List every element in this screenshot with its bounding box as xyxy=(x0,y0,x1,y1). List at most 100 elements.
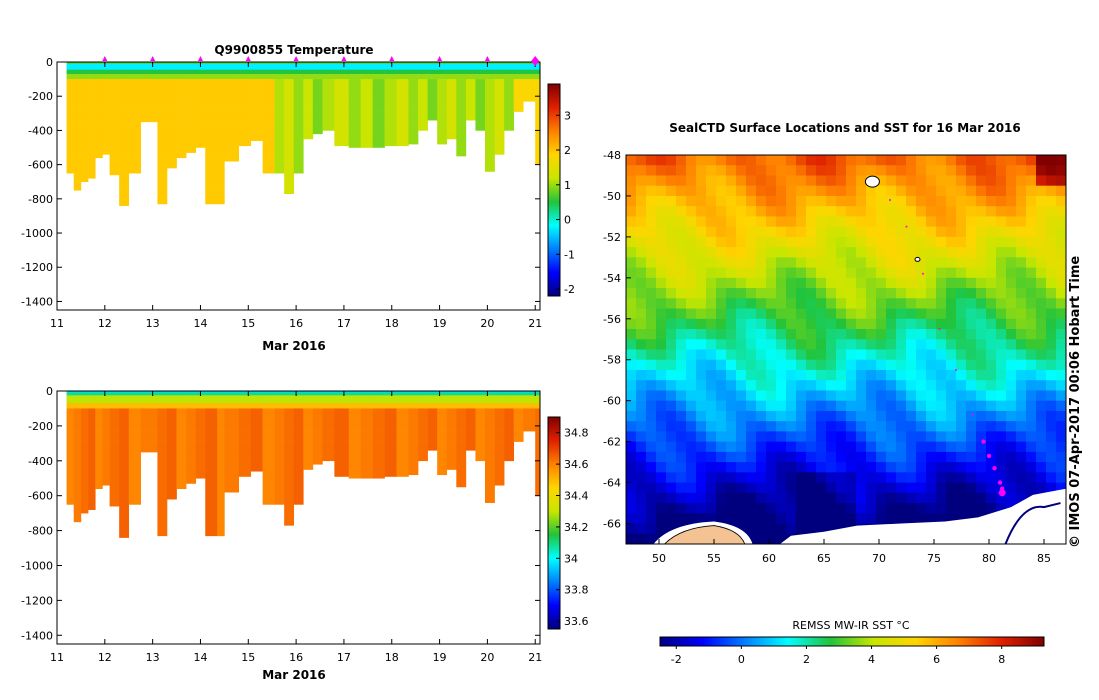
sst-cell xyxy=(666,503,677,514)
sst-cell xyxy=(756,482,767,494)
sst-cell xyxy=(696,257,707,269)
s-section-cell xyxy=(284,395,295,400)
sst-cell xyxy=(626,308,637,320)
s-section-cell xyxy=(312,422,323,432)
s-x-tick-label: 15 xyxy=(241,651,255,664)
sst-cell xyxy=(706,492,717,504)
sst-colorbar-label: REMSS MW-IR SST °C xyxy=(792,619,910,632)
sst-cell xyxy=(946,400,957,412)
s-x-tick-label: 16 xyxy=(289,651,303,664)
t-section-cell xyxy=(437,63,448,67)
sst-cell xyxy=(786,492,797,504)
sst-cell xyxy=(796,369,807,381)
sst-cell xyxy=(986,339,997,351)
s-section-cell xyxy=(408,453,419,469)
s-section-cell xyxy=(250,391,263,394)
t-section-cell xyxy=(166,62,177,65)
sst-cell xyxy=(846,216,857,228)
t-section-cell xyxy=(535,66,540,70)
sst-cell xyxy=(1036,472,1047,484)
sst-cell xyxy=(996,288,1007,299)
t-section-cell xyxy=(186,79,196,87)
sst-cell xyxy=(826,410,837,422)
sst-cell xyxy=(836,482,847,494)
sst-cell xyxy=(746,492,757,504)
sst-cell xyxy=(806,226,817,238)
sst-cell xyxy=(826,298,837,310)
sst-cell xyxy=(1016,462,1027,473)
s-section-cell xyxy=(224,483,240,493)
s-section-cell xyxy=(523,403,536,409)
sst-cell xyxy=(686,288,697,299)
sst-cell xyxy=(796,492,807,504)
t-section-cell xyxy=(456,79,467,87)
sst-cell xyxy=(806,390,817,402)
s-section-cell xyxy=(166,398,177,404)
t-x-tick-label: 12 xyxy=(98,317,112,330)
s-section-cell xyxy=(66,398,75,404)
sst-cell xyxy=(1026,451,1037,463)
sst-cell xyxy=(766,462,777,473)
t-section-cell xyxy=(73,62,82,65)
t-section-cell xyxy=(119,63,130,67)
sst-cell xyxy=(706,441,717,453)
sst-cell xyxy=(1046,195,1057,207)
t-section-cell xyxy=(418,69,428,75)
sst-cell xyxy=(936,359,947,371)
sst-cell xyxy=(726,185,737,197)
sst-cell xyxy=(1046,390,1057,402)
sst-cell xyxy=(646,247,657,258)
sst-cell xyxy=(846,206,857,218)
s-section-cell xyxy=(293,392,304,396)
sst-cell xyxy=(846,441,857,453)
sst-cell xyxy=(976,492,987,504)
sst-cell xyxy=(916,482,927,494)
s-section-cell xyxy=(408,415,419,423)
sst-cell xyxy=(766,155,777,166)
sst-cell xyxy=(766,165,777,177)
sst-cell xyxy=(786,369,797,381)
t-section-cell xyxy=(437,123,448,138)
t-section-cell xyxy=(140,73,158,80)
s-section-cell xyxy=(250,453,263,469)
sst-cell xyxy=(726,400,737,412)
sst-cell xyxy=(646,226,657,238)
sst-cell xyxy=(746,390,757,402)
sst-cell xyxy=(1016,349,1027,361)
sst-cell xyxy=(776,185,787,197)
s-section-cell xyxy=(334,403,350,409)
sst-cell xyxy=(816,339,827,351)
sst-cell xyxy=(666,431,677,443)
sst-cell xyxy=(956,400,967,412)
t-section-cell xyxy=(396,69,409,75)
t-section-cell xyxy=(128,66,141,70)
sst-cell xyxy=(716,492,727,504)
sst-cell xyxy=(876,257,887,269)
sst-cell xyxy=(626,318,637,330)
sst-cell xyxy=(656,185,667,197)
s-section-cell xyxy=(427,391,438,394)
sst-cell xyxy=(976,267,987,279)
sst-cell xyxy=(1016,451,1027,463)
sst-cell xyxy=(996,165,1007,177)
sst-cell xyxy=(926,288,937,299)
sst-cell xyxy=(1056,421,1066,432)
s-section-cell xyxy=(485,403,495,409)
sst-cell xyxy=(936,165,947,177)
sst-cell xyxy=(836,257,847,269)
t-section-cell xyxy=(418,123,428,131)
s-section-cell xyxy=(274,398,285,404)
profile-marker xyxy=(197,56,203,61)
sst-cell xyxy=(776,410,787,422)
sst-cell xyxy=(756,175,767,187)
s-section-cell xyxy=(119,500,130,521)
sst-cell xyxy=(796,308,807,320)
sst-cell xyxy=(736,390,747,402)
sst-cell xyxy=(916,380,927,392)
t-section-cell xyxy=(322,73,335,80)
s-x-tick-label: 18 xyxy=(385,651,399,664)
sst-cell xyxy=(696,462,707,473)
sst-cell xyxy=(716,462,727,473)
temperature-section-plot: 11 12 13 14 15 16 17 18 19 20 210-200-400-600-800-… xyxy=(21,56,542,330)
t-section-cell xyxy=(205,111,218,124)
